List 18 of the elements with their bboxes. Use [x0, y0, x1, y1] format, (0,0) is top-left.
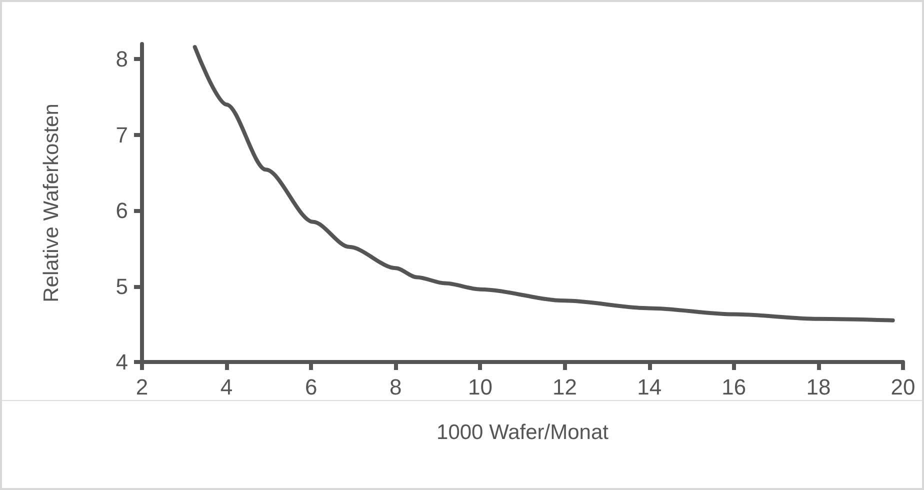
y-tick-label: 8	[116, 46, 128, 72]
y-axis-title: Relative Waferkosten	[40, 104, 63, 302]
x-axis-title: 1000 Wafer/Monat	[436, 421, 609, 444]
x-tick-label: 8	[390, 374, 402, 400]
x-tick-label: 18	[806, 374, 831, 400]
x-tick-label: 16	[722, 374, 746, 400]
x-tick-label: 6	[304, 374, 318, 400]
x-tick-label: 4	[220, 374, 233, 400]
x-tick-label: 14	[637, 374, 662, 400]
x-tick-label: 10	[468, 374, 492, 400]
x-tick-label: 20	[890, 374, 916, 400]
line-series	[192, 45, 895, 322]
x-tick-label: 2	[136, 374, 148, 400]
x-tick-label: 12	[552, 374, 578, 400]
y-tick-label: 7	[116, 122, 128, 148]
y-tick-label: 5	[116, 274, 128, 299]
y-tick-label: 6	[116, 198, 128, 224]
y-tick-label: 4	[116, 350, 128, 374]
